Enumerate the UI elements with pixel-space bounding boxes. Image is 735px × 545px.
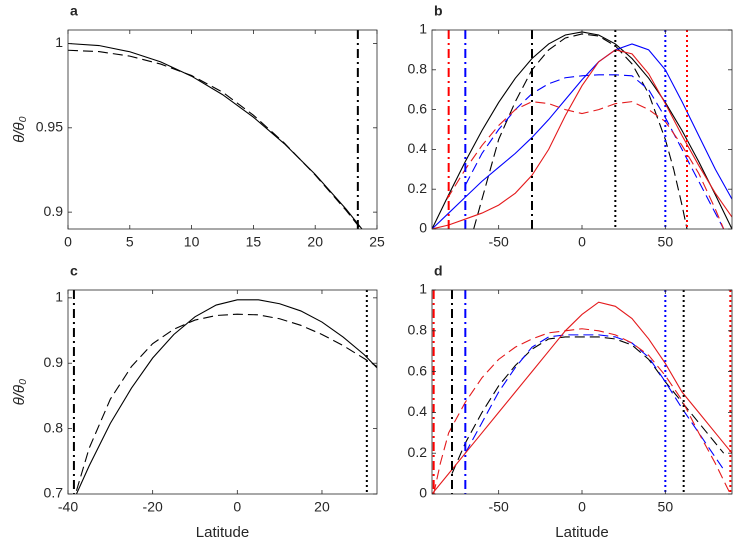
curve	[433, 328, 731, 494]
panel-label: a	[70, 3, 78, 19]
axes-box	[431, 289, 733, 495]
axes-box	[67, 289, 378, 495]
x-tick-label: -50	[489, 234, 509, 250]
y-tick-label: 1	[55, 34, 63, 50]
curve	[464, 74, 725, 229]
x-tick-label: 0	[64, 234, 72, 250]
curve	[432, 301, 732, 494]
x-tick-label: 20	[307, 234, 323, 250]
y-axis-label: θ/θ₀	[11, 379, 28, 406]
y-tick-label: 0.95	[36, 119, 63, 135]
y-tick-label: 0.8	[44, 419, 64, 435]
curve	[75, 299, 377, 494]
y-tick-label: 0.9	[44, 203, 64, 219]
y-tick-label: 0.4	[408, 403, 428, 419]
axes-box	[431, 29, 733, 230]
x-tick-label: 15	[246, 234, 262, 250]
x-tick-label: 0	[578, 234, 586, 250]
plot-area	[432, 30, 732, 229]
plot-area	[72, 290, 377, 494]
curve	[446, 101, 725, 229]
x-axis-label: Latitude	[555, 524, 608, 541]
panel-label: d	[434, 263, 443, 279]
y-tick-label: 0	[419, 220, 427, 236]
plot-area	[432, 290, 732, 494]
x-tick-label: 20	[314, 499, 330, 515]
y-tick-label: 0.7	[44, 485, 64, 501]
y-tick-label: 1	[419, 281, 427, 297]
axes-box	[67, 29, 378, 230]
y-tick-label: 0.6	[408, 100, 428, 116]
y-tick-label: 1	[419, 21, 427, 37]
curve	[432, 43, 732, 229]
x-tick-label: 0	[578, 499, 586, 515]
y-axis-label: θ/θ₀	[11, 116, 28, 143]
curve	[75, 313, 377, 491]
curve	[68, 49, 362, 229]
curve	[68, 42, 363, 229]
x-tick-label: 50	[658, 234, 674, 250]
y-tick-label: 0.9	[44, 354, 64, 370]
x-tick-label: -40	[58, 499, 78, 515]
x-tick-label: 25	[369, 234, 385, 250]
y-tick-label: 0.6	[408, 362, 428, 378]
panel-label: c	[70, 263, 78, 279]
y-tick-label: 0.8	[408, 322, 428, 338]
x-axis-label: Latitude	[196, 524, 249, 541]
curve	[464, 334, 725, 470]
x-tick-label: 5	[126, 234, 134, 250]
x-tick-label: -20	[143, 499, 163, 515]
curve	[473, 33, 688, 229]
x-tick-label: 50	[658, 499, 674, 515]
x-tick-label: 10	[184, 234, 200, 250]
y-tick-label: 0.2	[408, 180, 428, 196]
y-tick-label: 1	[55, 289, 63, 305]
y-tick-label: 0.2	[408, 444, 428, 460]
panel-label: b	[434, 3, 443, 19]
y-tick-label: 0.8	[408, 61, 428, 77]
x-tick-label: 0	[233, 499, 241, 515]
plot-area	[68, 30, 363, 229]
y-tick-label: 0	[419, 485, 427, 501]
x-tick-label: -50	[489, 499, 509, 515]
curve	[432, 49, 732, 229]
y-tick-label: 0.4	[408, 140, 428, 156]
